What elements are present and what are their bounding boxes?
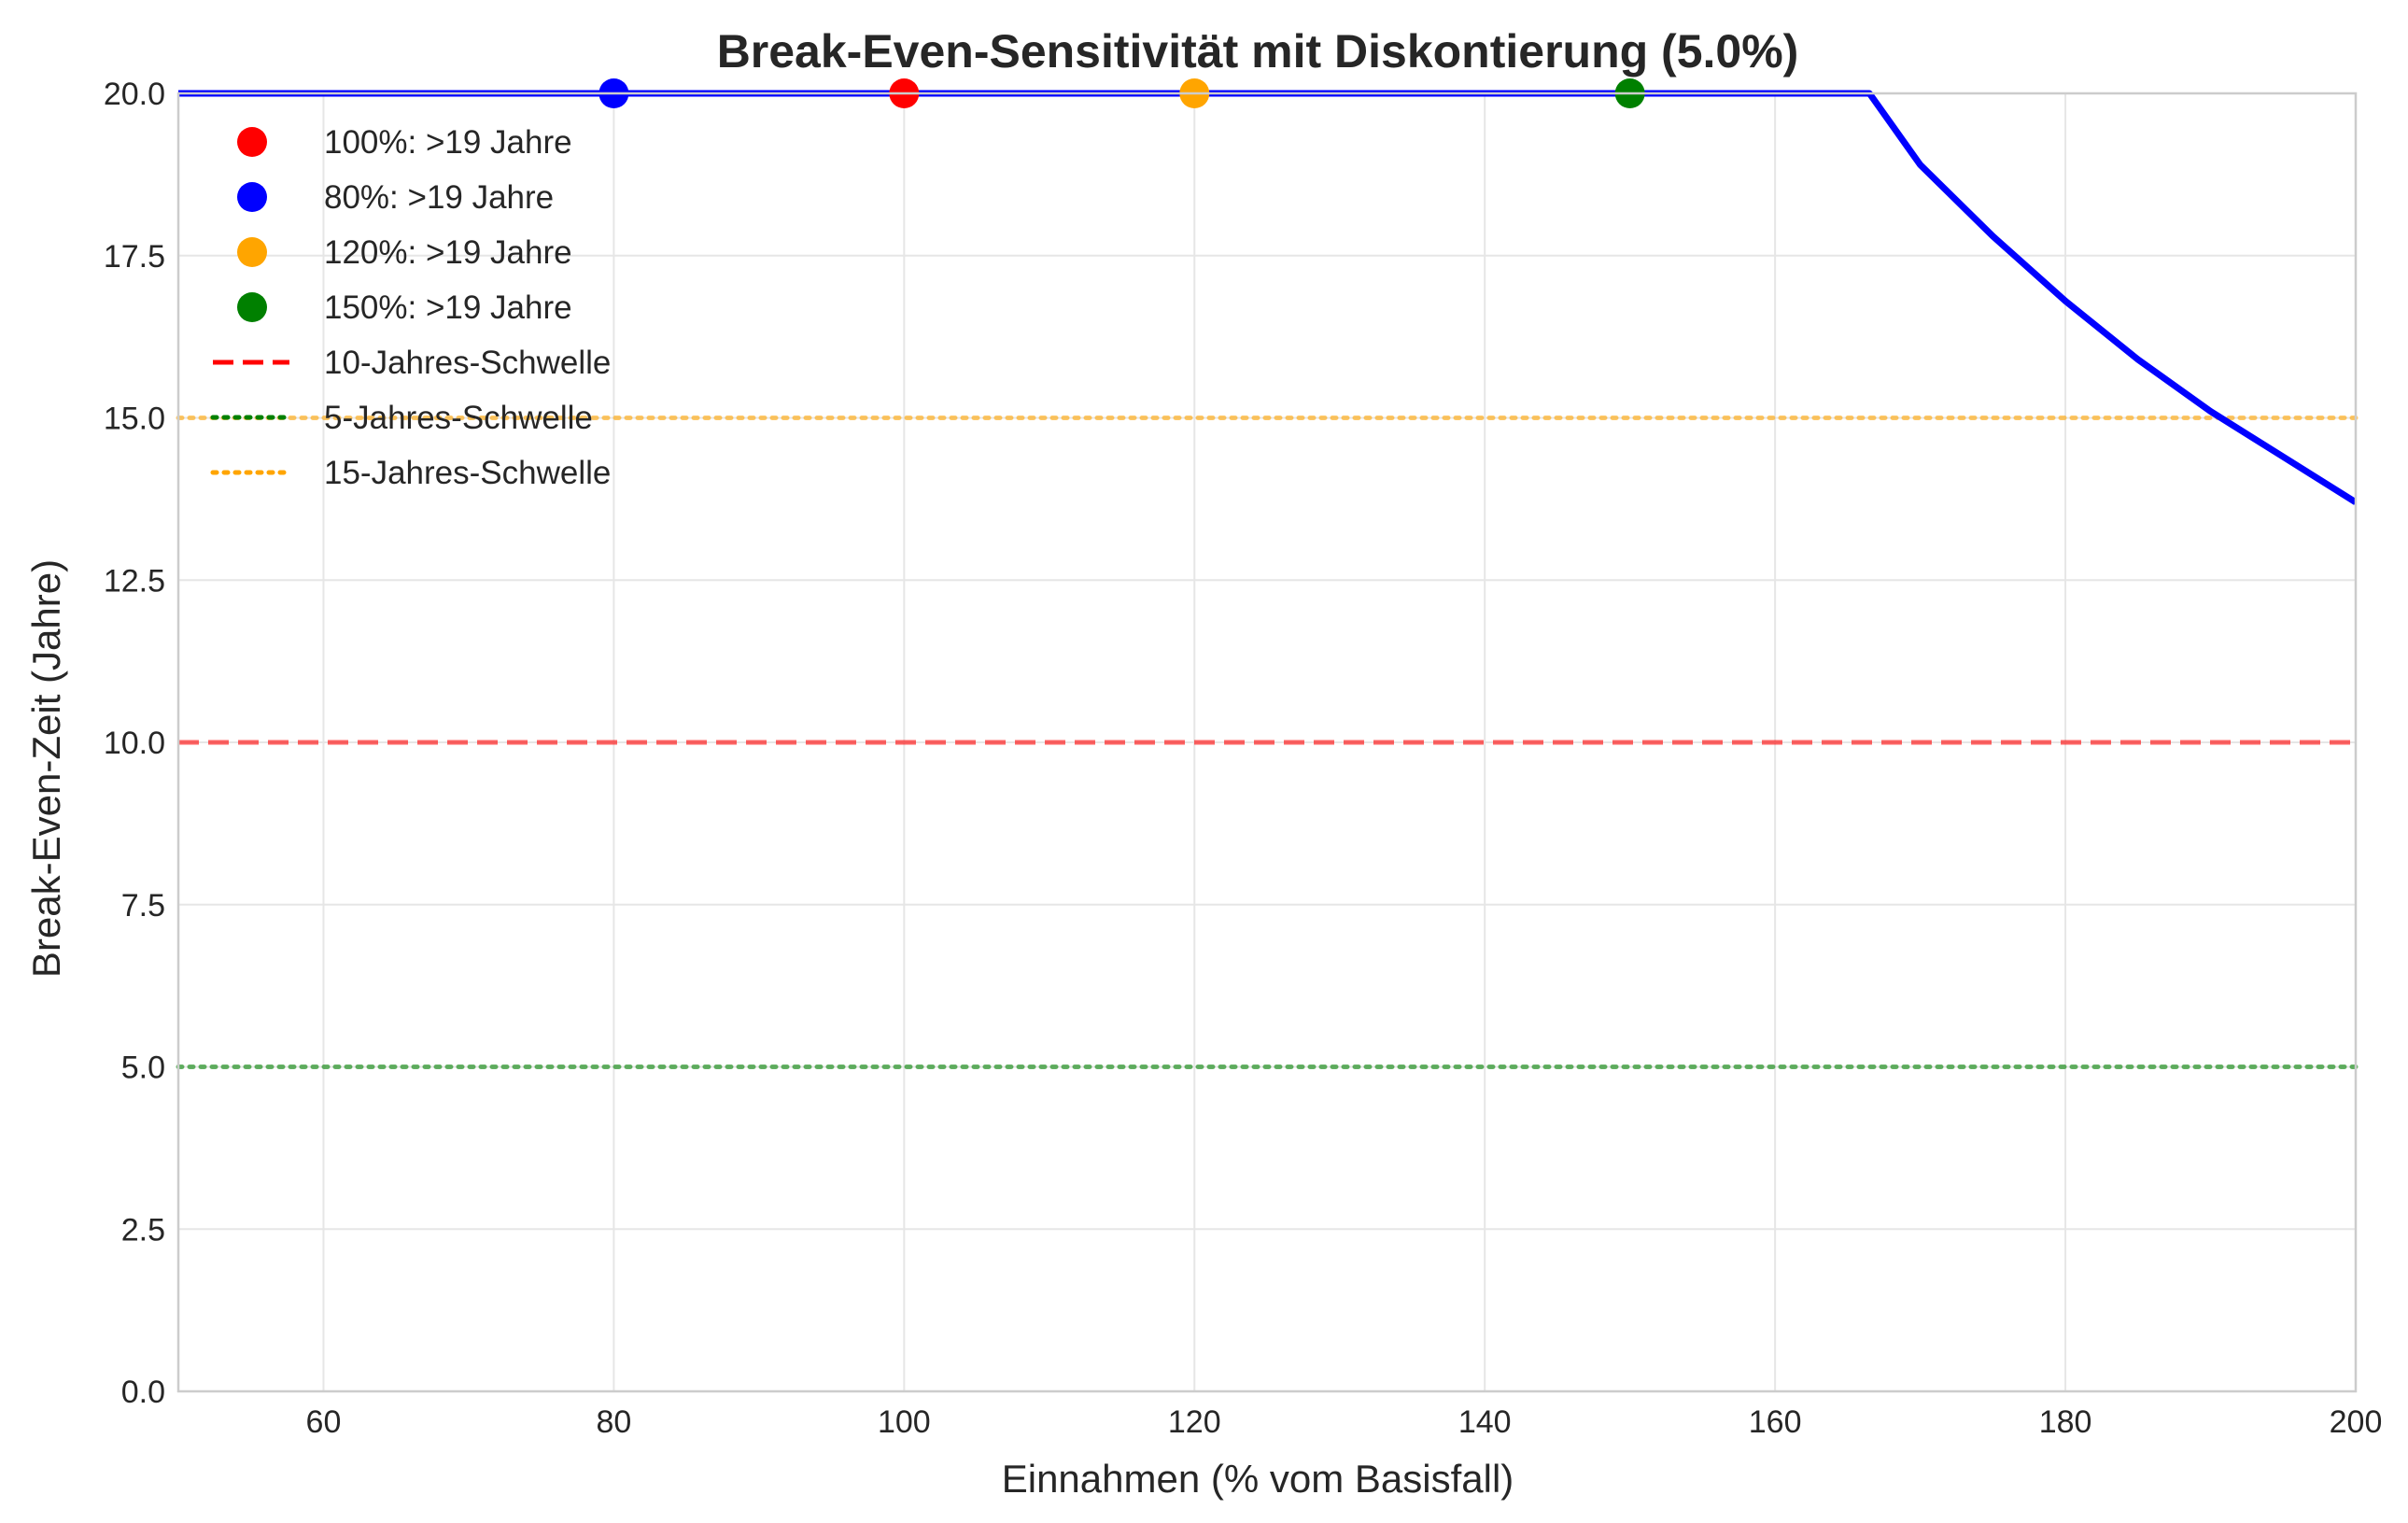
y-tick-label: 12.5 (104, 563, 165, 599)
y-tick-labels: 0.0 2.5 5.0 7.5 10.0 12.5 15.0 17.5 20.0 (104, 77, 165, 1410)
y-tick-label: 7.5 (121, 888, 165, 924)
chart-title: Break-Even-Sensitivität mit Diskontierun… (717, 25, 1799, 78)
y-tick-label: 10.0 (104, 726, 165, 761)
legend-marker (237, 127, 267, 157)
threshold-lines (176, 416, 2359, 1069)
y-tick-label: 20.0 (104, 77, 165, 112)
legend-marker (237, 237, 267, 267)
legend-label: 150%: >19 Jahre (324, 289, 572, 326)
x-tick-label: 60 (306, 1404, 342, 1440)
x-tick-label: 80 (596, 1404, 631, 1440)
y-tick-label: 15.0 (104, 402, 165, 437)
y-tick-label: 5.0 (121, 1051, 165, 1086)
legend-marker (237, 182, 267, 212)
x-tick-labels: 60 80 100 120 140 160 180 200 (306, 1404, 2383, 1440)
legend-label: 15-Jahres-Schwelle (324, 455, 611, 491)
legend-marker (237, 292, 267, 322)
y-axis-label: Break-Even-Zeit (Jahre) (24, 559, 68, 978)
legend-label: 5-Jahres-Schwelle (324, 400, 593, 436)
x-tick-label: 200 (2330, 1404, 2383, 1440)
y-tick-label: 17.5 (104, 239, 165, 275)
x-tick-label: 180 (2039, 1404, 2092, 1440)
x-axis-label: Einnahmen (% vom Basisfall) (1002, 1457, 1514, 1501)
legend-label: 120%: >19 Jahre (324, 234, 572, 271)
x-tick-label: 100 (878, 1404, 931, 1440)
plot-frame (176, 92, 2358, 1393)
x-tick-label: 120 (1168, 1404, 1221, 1440)
x-tick-label: 160 (1749, 1404, 1802, 1440)
y-tick-label: 2.5 (121, 1212, 165, 1248)
legend-label: 10-Jahres-Schwelle (324, 345, 611, 381)
y-tick-label: 0.0 (121, 1375, 165, 1410)
legend-label: 80%: >19 Jahre (324, 179, 554, 216)
legend: 100%: >19 Jahre 80%: >19 Jahre 120%: >19 J… (210, 124, 611, 491)
x-tick-label: 140 (1458, 1404, 1512, 1440)
legend-label: 100%: >19 Jahre (324, 124, 572, 161)
